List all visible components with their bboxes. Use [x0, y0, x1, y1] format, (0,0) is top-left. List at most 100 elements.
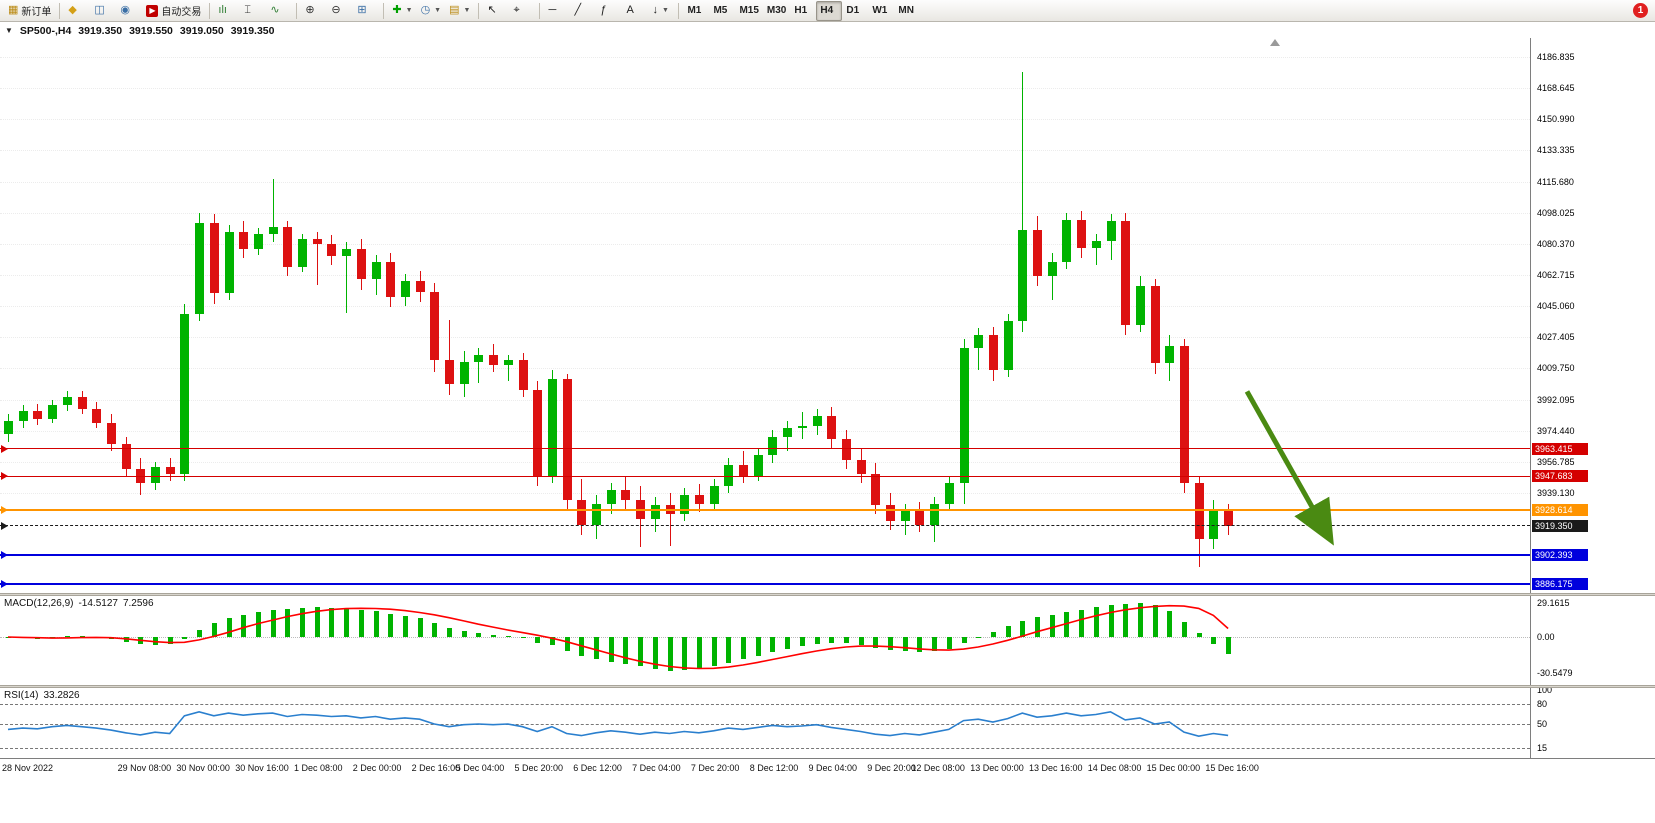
- crosshair-button[interactable]: ⌖: [509, 1, 535, 21]
- support-line-blue-1[interactable]: [0, 554, 1530, 557]
- macd-histogram-bar: [858, 637, 864, 646]
- notification-badge[interactable]: 1: [1633, 3, 1648, 18]
- macd-histogram-bar: [358, 610, 364, 637]
- candle-wick: [669, 493, 671, 546]
- collapse-triangle-icon[interactable]: ▼: [5, 26, 13, 35]
- macd-histogram-bar: [226, 618, 232, 637]
- indicators-button[interactable]: ✚ ▼: [388, 1, 416, 21]
- horizontal-line-button[interactable]: ─: [544, 1, 570, 21]
- current-price-line[interactable]: [0, 525, 1530, 527]
- periods-button[interactable]: ◷ ▼: [417, 1, 446, 21]
- candle-body: [195, 223, 205, 315]
- tile-windows-button-icon: ⊞: [357, 4, 367, 16]
- toolbar-separator: [539, 2, 541, 19]
- candle-body: [371, 261, 381, 280]
- macd-histogram-bar: [932, 637, 938, 651]
- macd-histogram-bar: [300, 607, 305, 637]
- macd-histogram-bar: [329, 607, 335, 637]
- resistance-line-1[interactable]: [0, 448, 1530, 450]
- candle-body: [680, 494, 690, 515]
- timeframe-h1[interactable]: H1: [790, 1, 816, 21]
- candle-body: [1180, 345, 1189, 483]
- timeframe-w1[interactable]: W1: [868, 1, 894, 21]
- zoom-out-button[interactable]: ⊖: [327, 1, 353, 21]
- candle-body: [92, 408, 102, 423]
- candle-body: [959, 347, 969, 483]
- macd-histogram-bar: [696, 637, 702, 668]
- time-axis-label: 14 Dec 08:00: [1087, 763, 1142, 773]
- support-line-orange[interactable]: [0, 508, 1530, 511]
- candle-body: [327, 244, 337, 257]
- support-line-blue-2[interactable]: [0, 582, 1530, 585]
- candle-body: [312, 238, 322, 245]
- macd-axis: 29.1615 0.00 -30.5479: [1532, 596, 1655, 685]
- macd-panel[interactable]: MACD(12,26,9) -14.5127 7.2596: [0, 596, 1531, 685]
- timeframe-mn[interactable]: MN: [894, 1, 920, 21]
- macd-histogram-bar: [843, 637, 849, 644]
- cursor-button[interactable]: ↖: [483, 1, 509, 21]
- chevron-down-icon: ▼: [463, 7, 471, 14]
- resistance-line-2[interactable]: [0, 475, 1530, 477]
- time-axis-label: 7 Dec 04:00: [632, 763, 681, 773]
- chart-shift-marker[interactable]: [1270, 39, 1280, 46]
- fibonacci-button[interactable]: ƒ: [596, 1, 622, 21]
- candle-wick: [507, 354, 509, 381]
- candle-body: [121, 444, 131, 469]
- line-chart-type-button[interactable]: ∿: [266, 1, 292, 21]
- arrows-tool-button[interactable]: ↓ ▼: [648, 1, 674, 21]
- resistance-line-2-tag: 3947.683: [1532, 470, 1588, 483]
- timeframe-h4[interactable]: H4: [816, 0, 843, 21]
- macd-histogram-bar: [197, 629, 203, 637]
- candle-body: [180, 314, 190, 474]
- candle-body: [1018, 230, 1028, 322]
- macd-histogram-bar: [491, 635, 497, 637]
- price-axis-label: 3956.785: [1537, 456, 1575, 467]
- timeframe-m30-label: M30: [766, 5, 787, 16]
- strategy-tester-icon-button[interactable]: ◉: [116, 1, 142, 21]
- tile-windows-button[interactable]: ⊞: [353, 1, 379, 21]
- candle-body: [1003, 321, 1013, 371]
- new-order-button[interactable]: ▦ 新订单: [4, 1, 55, 21]
- timeframe-m1[interactable]: M1: [683, 1, 709, 21]
- candle-body: [562, 379, 572, 501]
- support-line-orange-tag: 3928.614: [1532, 503, 1588, 516]
- time-axis-label: 6 Dec 12:00: [573, 763, 622, 773]
- timeframe-d1[interactable]: D1: [842, 1, 868, 21]
- support-line-blue-2-tag: 3886.175: [1532, 577, 1588, 590]
- price-axis[interactable]: 4186.835 4168.645 4150.990 4133.335 4115.680…: [1532, 38, 1655, 593]
- market-watch-icon-button[interactable]: ◆: [64, 1, 90, 21]
- zoom-in-button[interactable]: ⊕: [301, 1, 327, 21]
- candle-body: [577, 500, 587, 525]
- autotrading-button[interactable]: ▶ 自动交易: [142, 1, 205, 21]
- price-axis-label: 4133.335: [1537, 145, 1575, 156]
- price-axis-label: 4080.370: [1537, 238, 1575, 249]
- timeframe-h1-label: H1: [794, 5, 808, 16]
- price-chart-plot[interactable]: [0, 38, 1531, 593]
- macd-histogram-bar: [594, 637, 599, 660]
- candle-body: [1224, 510, 1234, 526]
- time-axis[interactable]: 28 Nov 2022 29 Nov 08:00 30 Nov 00:00 30 No…: [0, 758, 1655, 823]
- candlestick-chart-type-button[interactable]: ⌶: [240, 1, 266, 21]
- pane-splitter[interactable]: [0, 685, 1655, 688]
- bar-chart-type-button[interactable]: ılı: [214, 1, 240, 21]
- macd-histogram-bar: [785, 637, 791, 649]
- macd-histogram-bar: [623, 637, 629, 664]
- autotrading-button-label: 自动交易: [161, 7, 202, 18]
- macd-histogram-bar: [990, 632, 996, 637]
- candle-body: [768, 437, 778, 455]
- timeframe-m30[interactable]: M30: [763, 1, 790, 21]
- macd-histogram-bar: [814, 637, 820, 644]
- rsi-panel[interactable]: RSI(14) 33.2826: [0, 688, 1531, 758]
- data-window-icon-button[interactable]: ◫: [90, 1, 116, 21]
- trend-arrow[interactable]: [0, 38, 1531, 593]
- macd-histogram-bar: [285, 608, 291, 637]
- timeframe-m15[interactable]: M15: [735, 1, 762, 21]
- trendline-button[interactable]: ╱: [570, 1, 596, 21]
- text-tool-button[interactable]: A: [622, 1, 648, 21]
- hline-left-marker: [1, 444, 8, 453]
- templates-button[interactable]: ▤ ▼: [445, 1, 474, 21]
- timeframe-m5[interactable]: M5: [709, 1, 735, 21]
- candle-body: [253, 233, 263, 250]
- pane-splitter[interactable]: [0, 593, 1655, 596]
- hline-left-marker: [1, 472, 8, 481]
